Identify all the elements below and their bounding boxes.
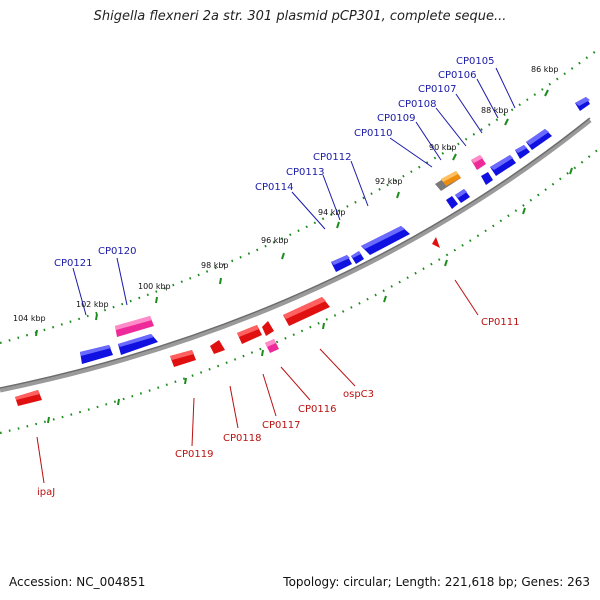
- outer-tick-track: [0, 47, 600, 345]
- pseudo-gene: [265, 339, 279, 353]
- forward-gene: [481, 172, 493, 185]
- forward-gene: [515, 145, 530, 159]
- kbp-label-98: 98 kbp: [201, 261, 229, 270]
- reverse-gene: [262, 321, 274, 336]
- reverse-gene: [15, 390, 42, 406]
- forward-gene: [361, 226, 410, 255]
- kbp-label-104: 104 kbp: [13, 314, 46, 323]
- kbp-label-92: 92 kbp: [375, 177, 403, 186]
- gene-label-cp0107[interactable]: CP0107: [418, 84, 456, 95]
- backbone-shadow: [0, 118, 592, 393]
- forward-gene: [118, 334, 158, 355]
- gene-label-ipaj[interactable]: ipaJ: [37, 487, 55, 498]
- forward-gene: [331, 255, 352, 272]
- pseudo-genes: [115, 155, 486, 353]
- gene-label-cp0118[interactable]: CP0118: [223, 433, 261, 444]
- forward-gene: [455, 189, 470, 203]
- kbp-label-90: 90 kbp: [429, 143, 457, 152]
- gene-label-cp0112[interactable]: CP0112: [313, 152, 351, 163]
- kbp-label-88: 88 kbp: [481, 106, 509, 115]
- gene-label-cp0120[interactable]: CP0120: [98, 246, 136, 257]
- topology-summary: Topology: circular; Length: 221,618 bp; …: [283, 575, 590, 589]
- gene-label-cp0117[interactable]: CP0117: [262, 420, 300, 431]
- forward-gene: [351, 251, 364, 264]
- other-gene: [435, 171, 461, 191]
- inner-tick-track: [0, 147, 600, 435]
- reverse-gene: [237, 325, 262, 344]
- pseudo-gene: [471, 155, 486, 170]
- gene-label-ospc3[interactable]: ospC3: [343, 389, 374, 400]
- reverse-gene: [432, 237, 440, 248]
- map-title: Shigella flexneri 2a str. 301 plasmid pC…: [93, 9, 507, 24]
- pseudo-gene: [115, 316, 154, 337]
- outer-major-ticks: [35, 89, 549, 337]
- other-genes: [435, 171, 461, 191]
- gene-label-cp0110[interactable]: CP0110: [354, 128, 392, 139]
- gene-label-cp0106[interactable]: CP0106: [438, 70, 476, 81]
- inner-major-ticks: [47, 167, 573, 424]
- gene-label-cp0105[interactable]: CP0105: [456, 56, 494, 67]
- accession-text: Accession: NC_004851: [9, 575, 146, 589]
- forward-gene: [526, 129, 552, 150]
- reverse-gene: [210, 340, 225, 354]
- reverse-genes: [15, 237, 440, 406]
- forward-gene: [490, 155, 516, 176]
- gene-label-cp0113[interactable]: CP0113: [286, 167, 324, 178]
- kbp-label-96: 96 kbp: [261, 236, 289, 245]
- gene-label-cp0109[interactable]: CP0109: [377, 113, 415, 124]
- gene-label-cp0114[interactable]: CP0114: [255, 182, 293, 193]
- gene-label-cp0119[interactable]: CP0119: [175, 449, 213, 460]
- kbp-label-100: 100 kbp: [138, 282, 171, 291]
- reverse-gene: [283, 297, 330, 326]
- forward-gene: [575, 97, 590, 111]
- kbp-label-94: 94 kbp: [318, 208, 346, 217]
- forward-gene: [80, 345, 113, 364]
- kbp-label-86: 86 kbp: [531, 65, 559, 74]
- gene-label-cp0108[interactable]: CP0108: [398, 99, 436, 110]
- reverse-gene-connectors: [36, 279, 479, 484]
- backbone: [0, 117, 591, 389]
- gene-label-cp0116[interactable]: CP0116: [298, 404, 336, 415]
- gene-label-cp0121[interactable]: CP0121: [54, 258, 92, 269]
- reverse-gene: [170, 350, 196, 367]
- gene-label-cp0111[interactable]: CP0111: [481, 317, 519, 328]
- forward-genes: [80, 97, 590, 364]
- forward-gene-connectors: [72, 67, 516, 316]
- kbp-label-102: 102 kbp: [76, 300, 109, 309]
- forward-gene: [446, 196, 458, 209]
